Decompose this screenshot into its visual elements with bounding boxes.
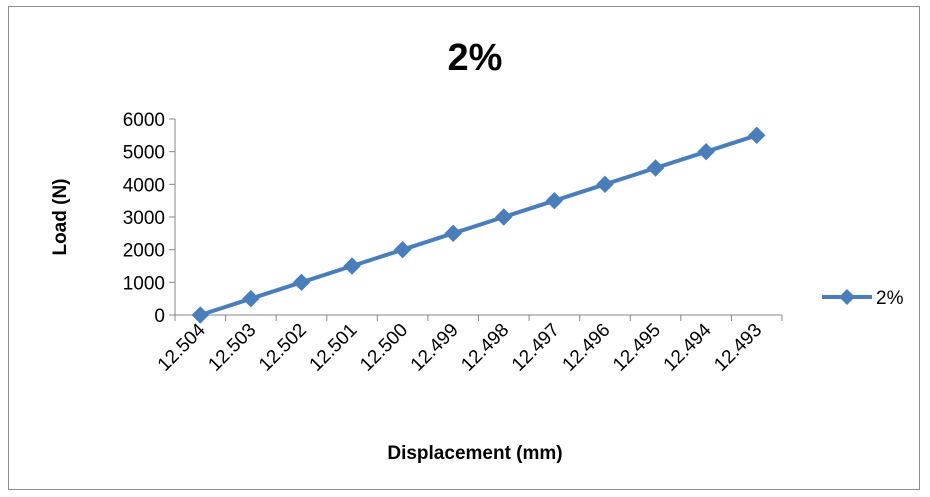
y-axis-title: Load (N) — [50, 178, 71, 255]
series-layer — [191, 126, 766, 324]
x-tick-label: 12.501 — [306, 320, 362, 376]
x-tick-label: 12.498 — [457, 320, 513, 376]
data-point-marker — [596, 175, 614, 194]
y-tick-label: 0 — [154, 306, 165, 327]
x-tick-label: 12.497 — [508, 320, 564, 376]
x-tick-label: 12.493 — [710, 320, 766, 376]
x-axis-title: Displacement (mm) — [387, 443, 562, 464]
y-tick-label: 3000 — [123, 208, 165, 229]
legend-marker-swatch — [839, 289, 855, 305]
y-axis: 0 1000 2000 3000 4000 5000 6000 — [123, 110, 176, 327]
x-tick-label: 12.504 — [154, 319, 210, 375]
x-tick-label: 12.503 — [204, 320, 260, 376]
data-point-marker — [191, 306, 209, 324]
series-line — [199, 133, 758, 317]
y-tick-label: 4000 — [123, 175, 165, 196]
x-tick-label: 12.495 — [609, 320, 665, 376]
data-point-marker — [697, 142, 715, 161]
y-tick-label: 2000 — [123, 241, 165, 262]
x-tick-label: 12.502 — [255, 320, 311, 376]
data-point-marker — [393, 240, 412, 259]
data-point-marker — [242, 289, 260, 308]
y-tick-label: 5000 — [123, 143, 165, 164]
data-point-marker — [748, 126, 766, 145]
x-tick-label: 12.496 — [559, 320, 615, 376]
x-tick-label: 12.500 — [356, 320, 412, 376]
y-tick-label: 1000 — [123, 273, 165, 294]
data-point-marker — [646, 159, 665, 177]
y-tick-label: 6000 — [123, 110, 165, 131]
chart-frame — [8, 6, 920, 490]
x-tick-label: 12.499 — [407, 320, 463, 376]
data-point-marker — [545, 191, 564, 210]
legend: 2% — [822, 288, 904, 309]
data-point-marker — [292, 273, 311, 292]
data-point-marker — [343, 257, 361, 275]
data-point-marker — [444, 224, 462, 243]
x-tick-label: 12.494 — [660, 319, 716, 375]
data-point-marker — [495, 208, 513, 226]
chart-title: 2% — [448, 37, 503, 79]
x-axis: 12.50412.50312.50212.50112.50012.49912.4… — [154, 314, 783, 376]
legend-label: 2% — [876, 288, 904, 309]
